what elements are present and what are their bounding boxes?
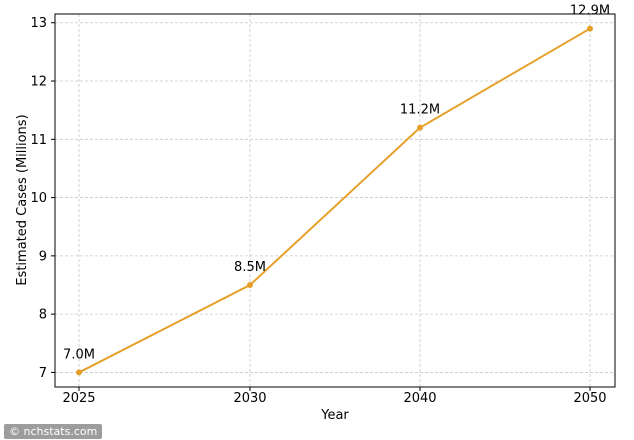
y-tick-label: 11 [30, 133, 47, 148]
data-labels: 7.0M 8.5M 11.2M 12.9M [63, 4, 610, 363]
x-tick-label: 2030 [233, 391, 266, 406]
x-tick-label: 2040 [403, 391, 436, 406]
plot-frame [54, 13, 616, 388]
data-label: 7.0M [63, 347, 95, 362]
series-line [78, 27, 591, 374]
y-tick-label: 13 [30, 16, 47, 31]
y-tick-label: 7 [39, 366, 47, 381]
data-label: 12.9M [570, 4, 610, 19]
data-point [417, 124, 423, 131]
y-tick-label: 9 [39, 249, 47, 264]
data-point [247, 282, 253, 289]
y-tick-label: 10 [30, 191, 47, 206]
x-axis-ticks: 2025 2030 2040 2050 [62, 387, 607, 406]
data-points [76, 25, 593, 376]
x-tick-label: 2025 [62, 391, 95, 406]
x-tick-label: 2050 [573, 391, 606, 406]
data-label: 11.2M [400, 103, 440, 118]
y-tick-label: 8 [39, 308, 47, 323]
y-axis-title: Estimated Cases (Millions) [15, 114, 30, 285]
data-point [76, 369, 82, 376]
watermark-badge: © nchstats.com [4, 424, 103, 439]
y-axis-ticks: 7 8 9 10 11 12 13 [30, 16, 55, 381]
x-axis-title: Year [320, 408, 349, 423]
data-label: 8.5M [234, 260, 266, 275]
y-tick-label: 12 [30, 75, 47, 90]
series-line-path [78, 27, 591, 374]
grid-lines [55, 14, 615, 387]
data-point [587, 25, 593, 32]
